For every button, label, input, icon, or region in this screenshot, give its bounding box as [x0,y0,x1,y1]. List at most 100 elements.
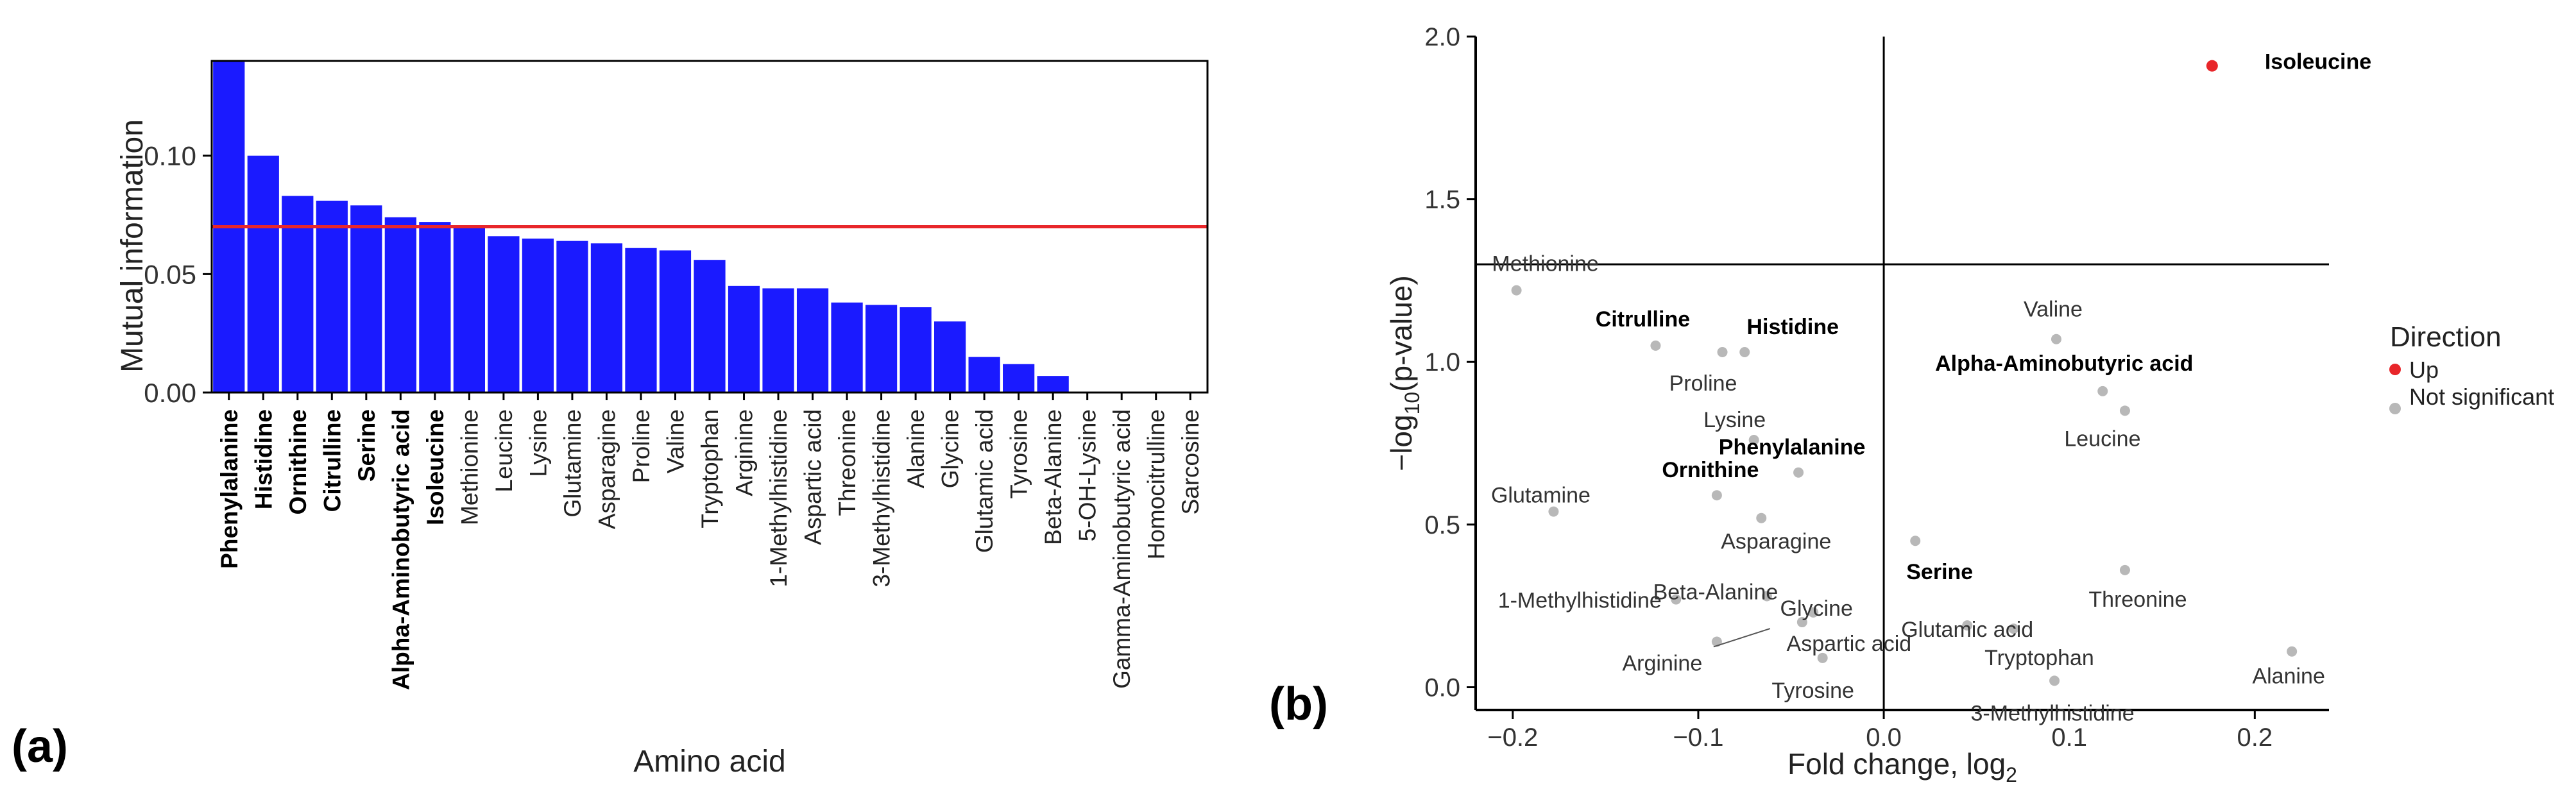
panel-a-x-tick-label: Threonine [834,409,860,516]
point-isoleucine [2206,60,2218,72]
point-label-phenylalanine: Phenylalanine [1719,435,1866,460]
panel-a-x-tick-label: Sarcosine [1177,409,1204,515]
point-label-glycine: Glycine [1780,596,1853,621]
panel-a-x-tick-label: Tyrosine [1006,409,1032,499]
point-label-histidine: Histidine [1746,315,1839,339]
panel-b-y-axis-label-subscript: 10 [1401,392,1424,415]
panel-b-y-tick-label: 0.5 [1424,511,1460,539]
panel-a-x-axis-label: Amino acid [633,745,785,779]
panel-a-y-tick-label: 0.10 [144,141,196,171]
bar-isoleucine [419,222,451,393]
panel-b-x-tick-label: 0.2 [2237,723,2273,752]
legend-title: Direction [2390,321,2502,353]
panel-b-y-tick-label: 1.5 [1424,186,1460,214]
point-label-1-methylhistidine: 1-Methylhistidine [1498,589,1662,613]
point-tryptophan [2008,623,2019,634]
panel-a-x-tick-label: Serine [354,409,380,482]
panel-b-x-tick-label: −0.2 [1487,723,1538,752]
point-citrulline [1650,340,1661,351]
panel-a-x-tick-label: Valine [662,409,688,473]
panel-a-x-tick-label: Isoleucine [422,409,448,525]
bar-lysine [522,238,554,393]
panel-a-x-tick-label: Proline [628,409,654,483]
label-leader-line [1713,628,1771,648]
point-label-lysine: Lysine [1703,408,1766,432]
point-3-methylhistidine [2049,675,2060,686]
panel-b-y-tick-label: 0.0 [1424,673,1460,702]
bar-proline [625,248,657,393]
point-beta-alanine [1761,591,1772,602]
panel-a-x-tick-label: Homocitrulline [1143,409,1170,559]
point-asparagine [1756,512,1767,523]
panel-a-x-tick-label: Glycine [937,409,964,488]
point-leucine [2119,405,2130,416]
bar-3-methylhistidine [865,305,898,393]
panel-a-x-tick-label: 5-OH-Lysine [1075,409,1101,541]
panel-a-x-tick-label: Alpha-Aminobutyric acid [388,409,414,690]
point-label-isoleucine: Isoleucine [2265,50,2371,74]
point-label-beta-alanine: Beta-Alanine [1653,580,1778,604]
point-arginine [1711,636,1722,647]
bar-glutamine [556,241,588,393]
panel-a-x-tick-label: Arginine [731,409,758,496]
panel-b-y-axis-label: −log10(p-value) [1385,275,1424,471]
point-label-citrulline: Citrulline [1596,307,1690,332]
point-label-arginine: Arginine [1622,651,1702,675]
point-label-tyrosine: Tyrosine [1771,679,1854,703]
point-label-serine: Serine [1906,560,1973,584]
bar-tyrosine [1003,364,1035,393]
point-histidine [1739,347,1750,358]
point-label-ornithine: Ornithine [1662,458,1759,482]
point-tyrosine [1817,652,1828,663]
panel-a-y-tick-label: 0.00 [144,378,196,408]
panel-b-x-tick-label: 0.0 [1866,723,1902,752]
point-label-threonine: Threonine [2088,587,2187,612]
point-serine [1910,536,1921,546]
panel-a-x-tick-label: Histidine [250,409,277,509]
bar-ornithine [282,196,314,393]
point-glutamine [1548,506,1559,517]
bar-serine [350,205,382,393]
panel-a-x-tick-label: Beta-Alanine [1040,409,1066,545]
point-glycine [1808,607,1819,618]
point-glutamic-acid [1962,620,1973,631]
point-ornithine [1711,490,1722,501]
bar-tryptophan [694,260,726,393]
panel-a-x-tick-label: Aspartic acid [800,409,826,545]
bar-asparagine [590,243,623,393]
panel-a-x-tick-label: Asparagine [593,409,620,529]
point-label-aspartic-acid: Aspartic acid [1787,632,1912,656]
panel-b-label: (b) [1269,679,1328,730]
point-phenylalanine [1793,467,1804,478]
point-methionine [1511,285,1522,296]
legend-not-significant-label: Not significant [2409,384,2554,410]
legend-up-marker [2389,364,2401,375]
panel-a-x-tick-label: 1-Methylhistidine [765,409,792,587]
panel-a-x-tick-label: Glutamine [559,409,586,518]
panel-a-x-tick-label: Methionine [456,409,482,525]
point-label-glutamic-acid: Glutamic acid [1901,618,2033,642]
panel-b-x-axis-label: Fold change, log2 [1787,747,2017,786]
point-label-valine: Valine [2024,298,2083,322]
panel-b-x-tick-label: 0.1 [2051,723,2087,752]
bar-valine [659,250,692,393]
point-lysine [1748,434,1759,445]
bar-threonine [831,302,863,393]
bar-methionine [453,226,485,393]
panel-a-x-tick-label: Leucine [491,409,517,493]
panel-a-x-tick-label: Tryptophan [697,409,723,528]
panel-a-x-tick-label: Phenylalanine [216,409,243,569]
point-label-leucine: Leucine [2064,427,2140,451]
panel-b-y-tick-label: 2.0 [1424,23,1460,51]
bar-citrulline [316,200,348,393]
direction-legend: Direction Up Not significant [2389,321,2554,414]
panel-b-x-tick-label: −0.1 [1673,723,1723,752]
bar-alpha-aminobutyric-acid [384,217,416,393]
legend-not-significant-marker [2389,403,2401,414]
panel-a-x-tick-label: Glutamic acid [971,409,998,553]
bar-glutamic-acid [968,357,1000,393]
mutual-information-bar-chart: 0.00 0.05 0.10 Phenylalanine Histidine Ornit… [115,60,1209,779]
bar-leucine [488,236,520,393]
bar-alanine [900,307,932,393]
